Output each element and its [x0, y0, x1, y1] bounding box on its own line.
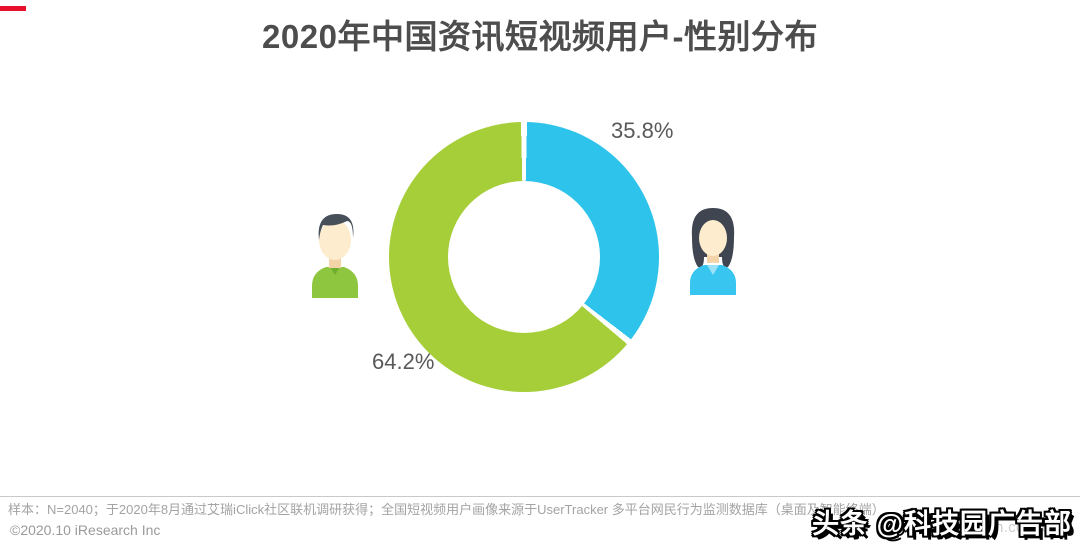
male-percent-label: 64.2%: [372, 349, 435, 374]
copyright-text: ©2020.10 iResearch Inc: [10, 522, 161, 538]
footer-divider: [0, 496, 1080, 497]
female-percent-label: 35.8%: [611, 118, 674, 143]
female-person-icon: [684, 205, 742, 300]
donut-hole: [448, 181, 600, 333]
iresearch-url-watermark: www.iresearch.com.cn: [903, 520, 1059, 536]
sample-footnote: 样本：N=2040；于2020年8月通过艾瑞iClick社区联机调研获得；全国短…: [8, 502, 885, 517]
toutiao-channel-watermark: 头条 @科技园广告部: [812, 509, 1072, 539]
male-person-icon: [306, 208, 364, 303]
chart-title: 2020年中国资讯短视频用户-性别分布: [262, 18, 818, 55]
donut-chart: [389, 122, 659, 392]
corner-red-dash: [0, 6, 26, 11]
